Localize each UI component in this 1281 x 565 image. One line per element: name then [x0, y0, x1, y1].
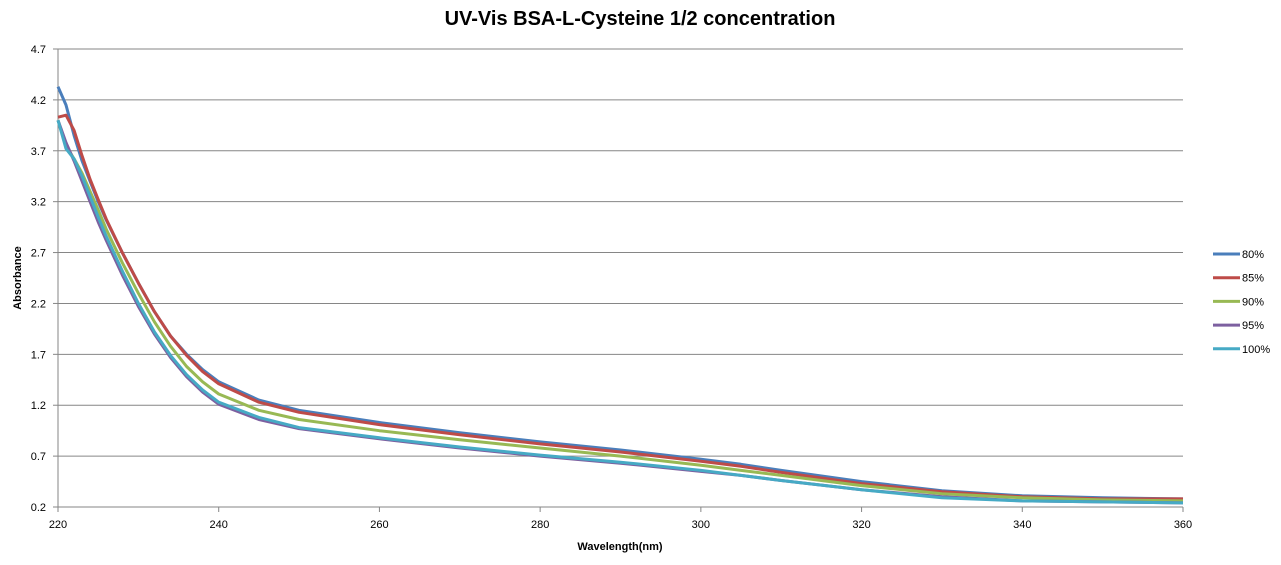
x-tick-label: 240 — [210, 519, 228, 531]
y-tick-label: 1.2 — [31, 400, 46, 412]
series-line-100pct — [56, 119, 1184, 505]
x-axis-label: Wavelength(nm) — [577, 541, 662, 553]
x-tick-label: 340 — [1013, 519, 1031, 531]
y-tick-label: 0.2 — [31, 502, 46, 514]
y-tick-label: 2.7 — [31, 248, 46, 260]
x-tick-label: 360 — [1174, 519, 1192, 531]
x-tick-label: 220 — [49, 519, 67, 531]
y-axis-label: Absorbance — [12, 246, 24, 310]
y-tick-label: 1.7 — [31, 349, 46, 361]
legend-label: 80% — [1242, 249, 1264, 261]
series-line-80pct — [56, 86, 1184, 501]
y-tick-label: 0.7 — [31, 451, 46, 463]
y-tick-label: 4.7 — [31, 44, 46, 56]
series-line-90pct — [56, 119, 1184, 503]
x-tick-label: 300 — [692, 519, 710, 531]
y-tick-label: 3.2 — [31, 197, 46, 209]
x-tick-label: 280 — [531, 519, 549, 531]
chart-title: UV-Vis BSA-L-Cysteine 1/2 concentration — [445, 8, 836, 30]
legend-label: 100% — [1242, 344, 1270, 356]
legend-label: 90% — [1242, 296, 1264, 308]
y-tick-label: 2.2 — [31, 298, 46, 310]
y-tick-label: 3.7 — [31, 146, 46, 158]
x-tick-label: 320 — [852, 519, 870, 531]
legend-label: 85% — [1242, 273, 1264, 285]
x-tick-label: 260 — [370, 519, 388, 531]
series-line-85pct — [57, 113, 1183, 501]
y-tick-label: 4.2 — [31, 95, 46, 107]
legend-label: 95% — [1242, 320, 1264, 332]
series-line-95pct — [56, 119, 1184, 505]
